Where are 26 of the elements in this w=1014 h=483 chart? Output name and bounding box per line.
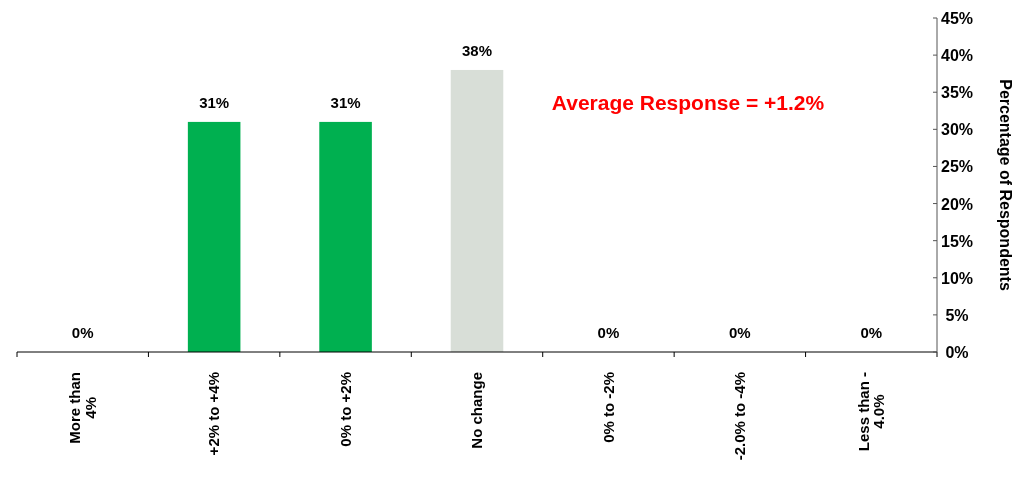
x-tick-label: More than 4% [66, 372, 99, 444]
data-label: 0% [860, 324, 883, 341]
y-tick-label: 35% [940, 84, 974, 102]
y-tick-label: 10% [940, 269, 974, 287]
y-tick-label: 0% [945, 344, 969, 361]
data-label: 31% [330, 93, 361, 111]
x-tick-label: 0% to +2% [336, 372, 354, 447]
data-label: 0% [71, 324, 94, 341]
y-tick-label: 5% [945, 306, 969, 324]
x-tick-label: +2% to +4% [205, 372, 223, 456]
data-label: 38% [461, 41, 493, 59]
x-tick-label: Less than - 4.0% [854, 372, 888, 452]
y-tick-label: 40% [940, 47, 974, 65]
data-label: 0% [729, 324, 751, 341]
data-label: 0% [597, 324, 620, 341]
data-label: 31% [199, 93, 230, 111]
y-tick-label: 30% [940, 121, 974, 139]
annotation: Average Response = +1.2% [551, 91, 825, 114]
y-tick-label: 20% [940, 195, 974, 213]
x-tick-label: 0% to -2% [599, 372, 617, 443]
x-tick-label: No change [468, 372, 486, 449]
y-tick-label: 15% [940, 232, 974, 250]
y-tick-label: 25% [940, 158, 974, 176]
y-axis-title: Percentage of Respondents [997, 79, 1014, 291]
x-tick-label: -2.0% to -4% [731, 372, 749, 461]
y-tick-label: 45% [940, 10, 974, 27]
